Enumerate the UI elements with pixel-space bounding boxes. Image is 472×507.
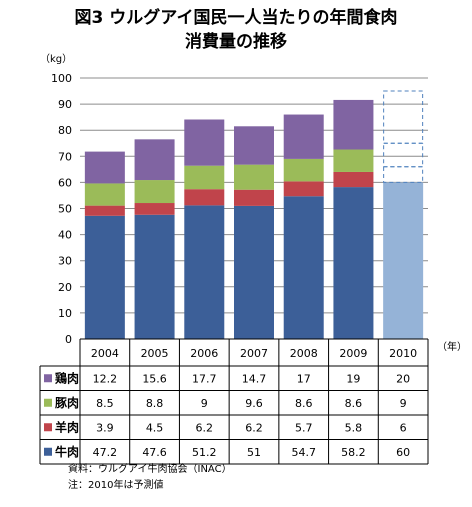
bar-beef-2007	[234, 205, 274, 339]
chart-title-line2: 消費量の推移	[185, 32, 287, 52]
x-tick-label: 2007	[240, 347, 268, 360]
data-label-lamb: 6	[400, 421, 407, 434]
y-tick-label: 100	[51, 72, 72, 85]
x-tick-label: 2008	[290, 347, 318, 360]
bar-pork-2005	[134, 180, 175, 204]
bar-beef-2008	[283, 196, 324, 339]
bar-chicken-2004	[84, 151, 125, 184]
legend-key-chicken	[44, 374, 52, 383]
y-tick-label: 20	[58, 281, 72, 294]
bar-lamb-2006	[184, 189, 225, 206]
data-label-pork: 9	[400, 397, 407, 410]
bar-beef-2004	[84, 215, 125, 339]
data-label-beef: 51	[247, 446, 261, 459]
data-label-lamb: 5.8	[345, 421, 363, 434]
chart-title-line1: 図3 ウルグアイ国民一人当たりの年間食肉	[74, 8, 398, 28]
legend-label-pork: 豚肉	[54, 395, 79, 410]
x-tick-label: 2005	[141, 347, 169, 360]
x-tick-label: 2009	[339, 347, 367, 360]
bar-lamb-2008	[283, 181, 324, 197]
data-label-lamb: 6.2	[196, 421, 214, 434]
bar-lamb-2005	[134, 203, 175, 215]
bar-beef-2005	[134, 214, 175, 339]
data-label-beef: 58.2	[341, 446, 366, 459]
bar-chicken-2006	[184, 119, 225, 166]
y-tick-label: 30	[58, 255, 72, 268]
data-label-beef: 60	[396, 446, 410, 459]
legend-label-chicken: 鶏肉	[55, 370, 79, 385]
forecast-note: 注：2010年は予測値	[68, 480, 164, 491]
legend-key-lamb	[44, 423, 52, 432]
data-label-lamb: 4.5	[146, 421, 164, 434]
y-tick-label: 0	[65, 333, 72, 346]
y-tick-label: 60	[58, 176, 72, 189]
legend-key-pork	[44, 398, 52, 407]
data-label-beef: 51.2	[192, 446, 217, 459]
y-tick-label: 40	[58, 229, 72, 242]
data-label-lamb: 6.2	[245, 421, 263, 434]
bar-pork-2009	[333, 149, 374, 172]
data-label-pork: 8.8	[146, 397, 164, 410]
legend-label-lamb: 羊肉	[55, 419, 79, 434]
data-label-lamb: 5.7	[295, 421, 313, 434]
data-label-chicken: 20	[396, 372, 410, 385]
data-label-chicken: 14.7	[242, 372, 267, 385]
x-axis-unit: （年）	[437, 340, 467, 353]
data-label-pork: 8.5	[96, 397, 114, 410]
y-tick-label: 90	[58, 98, 72, 111]
data-label-chicken: 17	[297, 372, 311, 385]
data-label-chicken: 19	[346, 372, 360, 385]
bar-chicken-2008	[283, 114, 324, 159]
data-label-lamb: 3.9	[96, 421, 114, 434]
bar-chicken-2010	[383, 90, 424, 144]
x-tick-label: 2004	[91, 347, 119, 360]
bar-chicken-2007	[234, 126, 274, 165]
bar-pork-2007	[234, 164, 274, 190]
y-axis-unit: （kg）	[40, 53, 72, 65]
data-label-pork: 8.6	[345, 397, 363, 410]
bar-chicken-2005	[134, 139, 175, 181]
bar-beef-2006	[184, 205, 225, 339]
bar-lamb-2009	[333, 171, 374, 188]
bar-lamb-2004	[84, 205, 125, 216]
bar-pork-2006	[184, 165, 225, 190]
bar-beef-2009	[333, 187, 374, 339]
data-label-chicken: 12.2	[93, 372, 118, 385]
data-label-beef: 54.7	[291, 446, 316, 459]
bar-pork-2010	[383, 142, 424, 168]
bar-beef-2010	[383, 182, 424, 339]
x-tick-label: 2006	[190, 347, 218, 360]
legend-key-beef	[44, 447, 52, 456]
y-tick-label: 70	[58, 150, 72, 163]
x-tick-label: 2010	[389, 347, 417, 360]
data-label-pork: 9.6	[245, 397, 263, 410]
bar-pork-2004	[84, 183, 125, 206]
bar-chicken-2009	[333, 99, 374, 150]
y-tick-label: 50	[58, 203, 72, 216]
bar-lamb-2010	[383, 166, 424, 183]
source-note: 資料：ウルグアイ牛肉協会（INAC）	[68, 464, 232, 475]
bar-pork-2008	[283, 158, 324, 182]
y-tick-label: 80	[58, 124, 72, 137]
data-label-chicken: 15.6	[142, 372, 167, 385]
data-label-pork: 9	[201, 397, 208, 410]
legend-label-beef: 牛肉	[55, 444, 79, 459]
bar-lamb-2007	[234, 189, 274, 206]
data-label-pork: 8.6	[295, 397, 313, 410]
data-label-chicken: 17.7	[192, 372, 217, 385]
data-label-beef: 47.6	[142, 446, 167, 459]
y-tick-label: 10	[58, 307, 72, 320]
data-label-beef: 47.2	[93, 446, 118, 459]
